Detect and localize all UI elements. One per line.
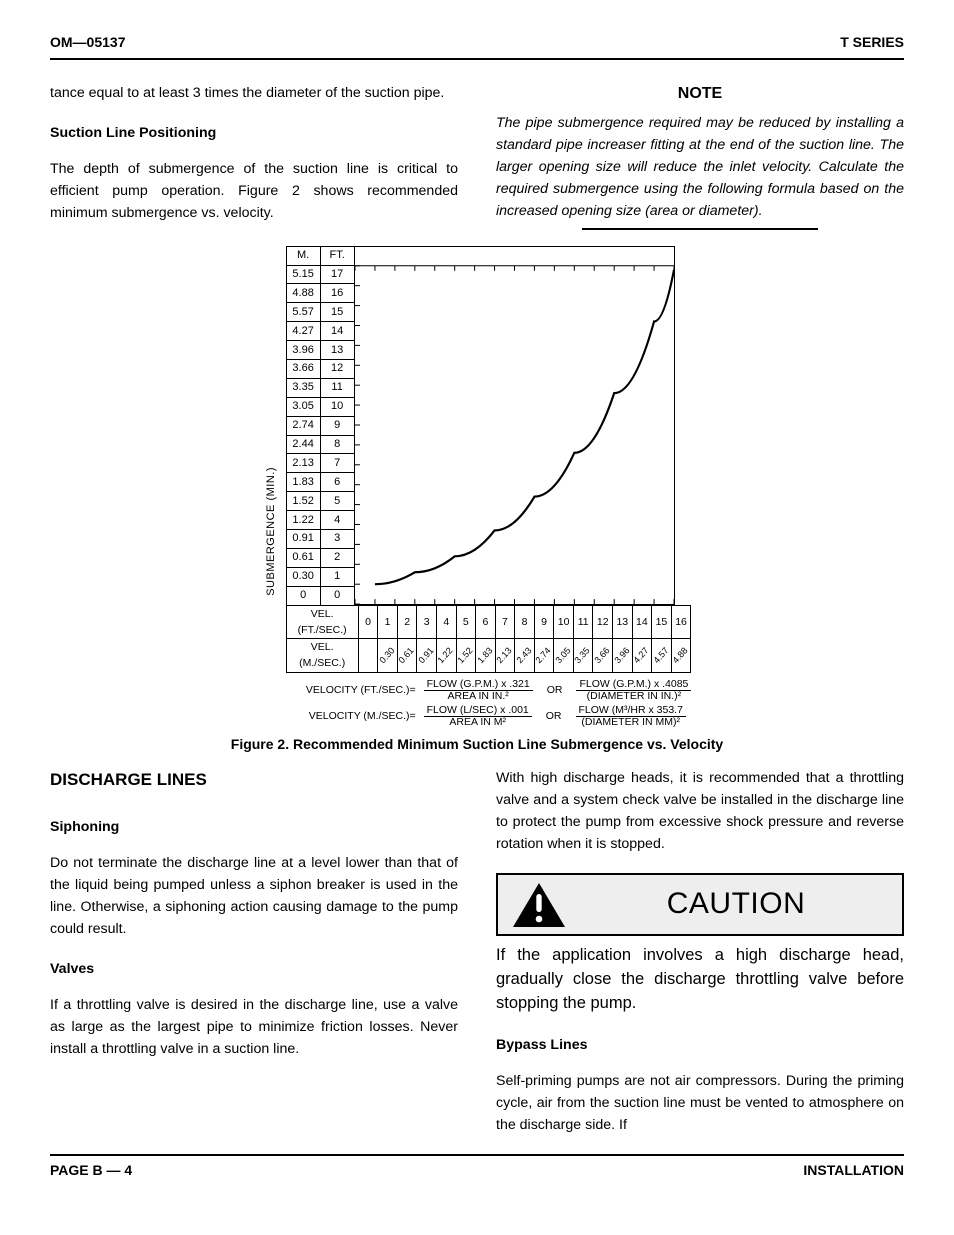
page-number: PAGE B — 4: [50, 1160, 132, 1182]
page-header: OM—05137 T SERIES: [50, 32, 904, 60]
para-high-head: With high discharge heads, it is recomme…: [496, 767, 904, 855]
doc-id: OM—05137: [50, 32, 125, 54]
intro-carryover: tance equal to at least 3 times the diam…: [50, 82, 458, 104]
para-bypass: Self-priming pumps are not air compresso…: [496, 1070, 904, 1136]
caution-box: CAUTION: [496, 873, 904, 936]
y-axis-table: M.FT.5.15174.88165.57154.27143.96133.661…: [286, 246, 355, 606]
plot-area: [355, 246, 675, 605]
bottom-columns: DISCHARGE LINES Siphoning Do not termina…: [50, 767, 904, 1135]
note-title: NOTE: [496, 82, 904, 107]
figure-2: SUBMERGENCE (MIN.) M.FT.5.15174.88165.57…: [50, 246, 904, 728]
para-siphoning: Do not terminate the discharge line at a…: [50, 852, 458, 940]
heading-suction-positioning: Suction Line Positioning: [50, 122, 458, 144]
heading-valves: Valves: [50, 958, 458, 980]
note-rule: [582, 228, 819, 230]
caution-body: If the application involves a high disch…: [496, 944, 904, 1016]
para-suction-positioning: The depth of submergence of the suction …: [50, 158, 458, 224]
heading-bypass: Bypass Lines: [496, 1034, 904, 1056]
formula-ft-label: VELOCITY (FT./SEC.)=: [288, 682, 416, 698]
note-body: The pipe submergence required may be red…: [496, 112, 904, 222]
formula-m-label: VELOCITY (M./SEC.)=: [288, 708, 416, 724]
top-columns: tance equal to at least 3 times the diam…: [50, 82, 904, 242]
section-label: INSTALLATION: [803, 1160, 904, 1182]
x-axis-table: VEL.(FT./SEC.)012345678910111213141516VE…: [286, 605, 692, 673]
warning-triangle-icon: [512, 882, 566, 928]
para-valves: If a throttling valve is desired in the …: [50, 994, 458, 1060]
figure-caption: Figure 2. Recommended Minimum Suction Li…: [50, 734, 904, 756]
heading-siphoning: Siphoning: [50, 816, 458, 838]
velocity-formulas: VELOCITY (FT./SEC.)= FLOW (G.P.M.) x .32…: [286, 679, 692, 728]
y-axis-label: SUBMERGENCE (MIN.): [263, 377, 280, 596]
page-footer: PAGE B — 4 INSTALLATION: [50, 1154, 904, 1182]
series-label: T SERIES: [840, 32, 904, 54]
heading-discharge-lines: DISCHARGE LINES: [50, 767, 458, 793]
caution-label: CAUTION: [584, 881, 888, 928]
